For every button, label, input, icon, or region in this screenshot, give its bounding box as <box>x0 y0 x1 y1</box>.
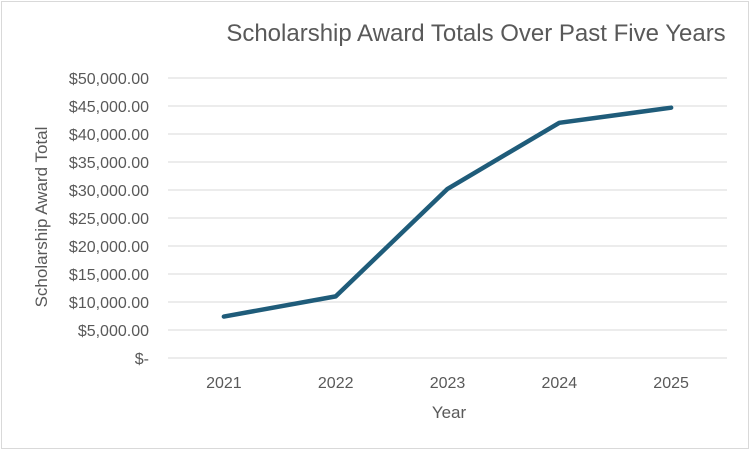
y-tick-label: $50,000.00 <box>69 71 149 88</box>
x-axis-title: Year <box>432 403 467 422</box>
series-line <box>221 105 674 319</box>
y-axis-title: Scholarship Award Total <box>32 127 51 308</box>
y-tick-label: $10,000.00 <box>69 295 149 312</box>
x-axis-ticks: 2021 2022 2023 2024 2025 <box>206 375 689 392</box>
y-tick-label: $- <box>135 351 149 368</box>
y-tick-label: $40,000.00 <box>69 127 149 144</box>
x-tick-label: 2023 <box>430 375 466 392</box>
y-axis-ticks: $50,000.00 $45,000.00 $40,000.00 $35,000.00… <box>69 71 149 368</box>
y-tick-label: $45,000.00 <box>69 99 149 116</box>
y-tick-label: $20,000.00 <box>69 239 149 256</box>
y-tick-label: $15,000.00 <box>69 267 149 284</box>
chart-title: Scholarship Award Totals Over Past Five … <box>226 20 726 47</box>
gridlines <box>168 77 727 359</box>
y-tick-label: $35,000.00 <box>69 155 149 172</box>
y-tick-label: $30,000.00 <box>69 183 149 200</box>
y-tick-label: $5,000.00 <box>78 323 149 340</box>
series-group <box>221 105 674 319</box>
y-tick-label: $25,000.00 <box>69 211 149 228</box>
x-tick-label: 2025 <box>653 375 689 392</box>
x-tick-label: 2024 <box>542 375 578 392</box>
x-tick-label: 2022 <box>318 375 354 392</box>
x-tick-label: 2021 <box>206 375 242 392</box>
